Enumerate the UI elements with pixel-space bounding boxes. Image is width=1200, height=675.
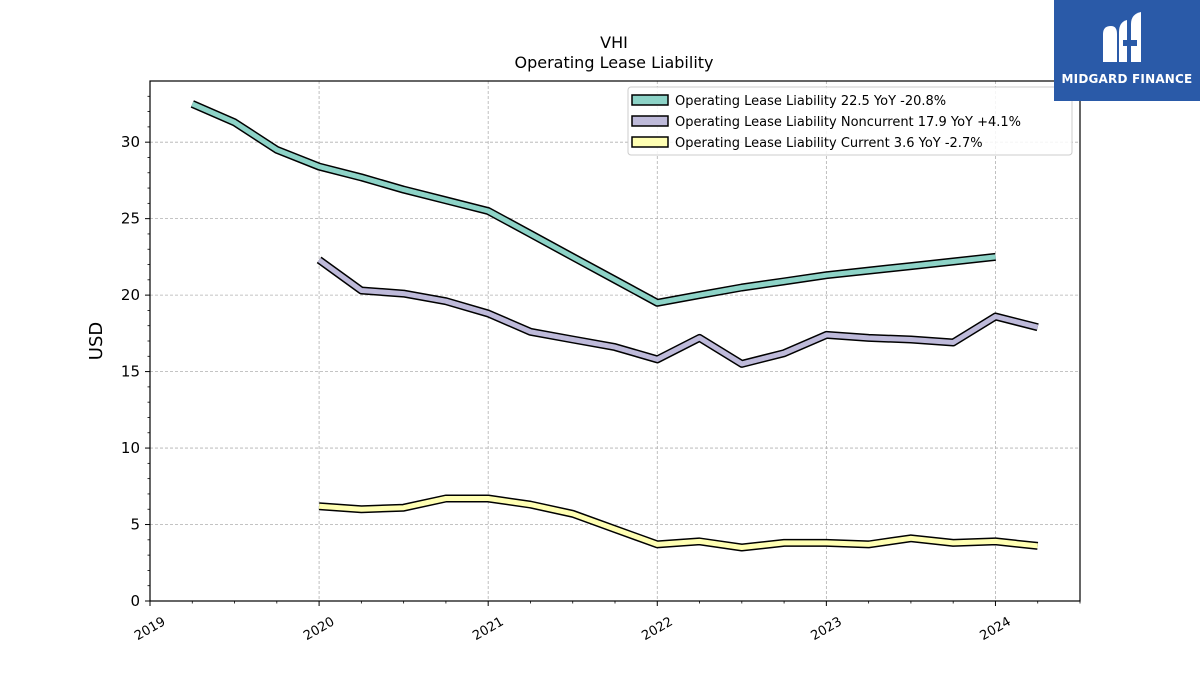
- y-tick-label: 25: [121, 210, 140, 228]
- logo-text: MIDGARD FINANCE: [1061, 72, 1193, 86]
- legend-box: [627, 86, 1073, 156]
- legend-label: Operating Lease Liability Noncurrent 17.…: [675, 115, 1021, 130]
- logo-mark-icon: [1103, 12, 1141, 62]
- y-tick-label: 30: [121, 133, 140, 151]
- y-tick-label: 0: [130, 592, 140, 610]
- y-tick-label: 20: [121, 286, 140, 304]
- x-tick-label: 2021: [470, 614, 506, 644]
- chart-subtitle: Operating Lease Liability: [514, 53, 714, 72]
- x-tick-label: 2024: [978, 614, 1014, 644]
- x-tick-label: 2020: [301, 614, 337, 644]
- x-tick-label: 2022: [639, 614, 675, 644]
- legend-label: Operating Lease Liability Current 3.6 Yo…: [675, 136, 983, 151]
- y-tick-label: 10: [121, 439, 140, 457]
- chart-title: VHI: [600, 33, 628, 52]
- legend-swatch: [631, 115, 669, 127]
- legend-swatch: [631, 94, 669, 106]
- legend-swatch: [631, 136, 669, 148]
- legend-label: Operating Lease Liability 22.5 YoY -20.8…: [675, 94, 946, 109]
- series-line-1: [191, 101, 996, 306]
- x-tick-label: 2023: [808, 614, 844, 644]
- series-line-2: [317, 257, 1039, 367]
- x-tick-label: 2019: [132, 614, 168, 644]
- midgard-finance-logo: MIDGARD FINANCE: [1054, 0, 1200, 101]
- series-line-3: [318, 496, 1038, 550]
- y-tick-label: 5: [130, 516, 140, 534]
- y-tick-label: 15: [121, 363, 140, 381]
- y-axis-label: USD: [86, 322, 107, 360]
